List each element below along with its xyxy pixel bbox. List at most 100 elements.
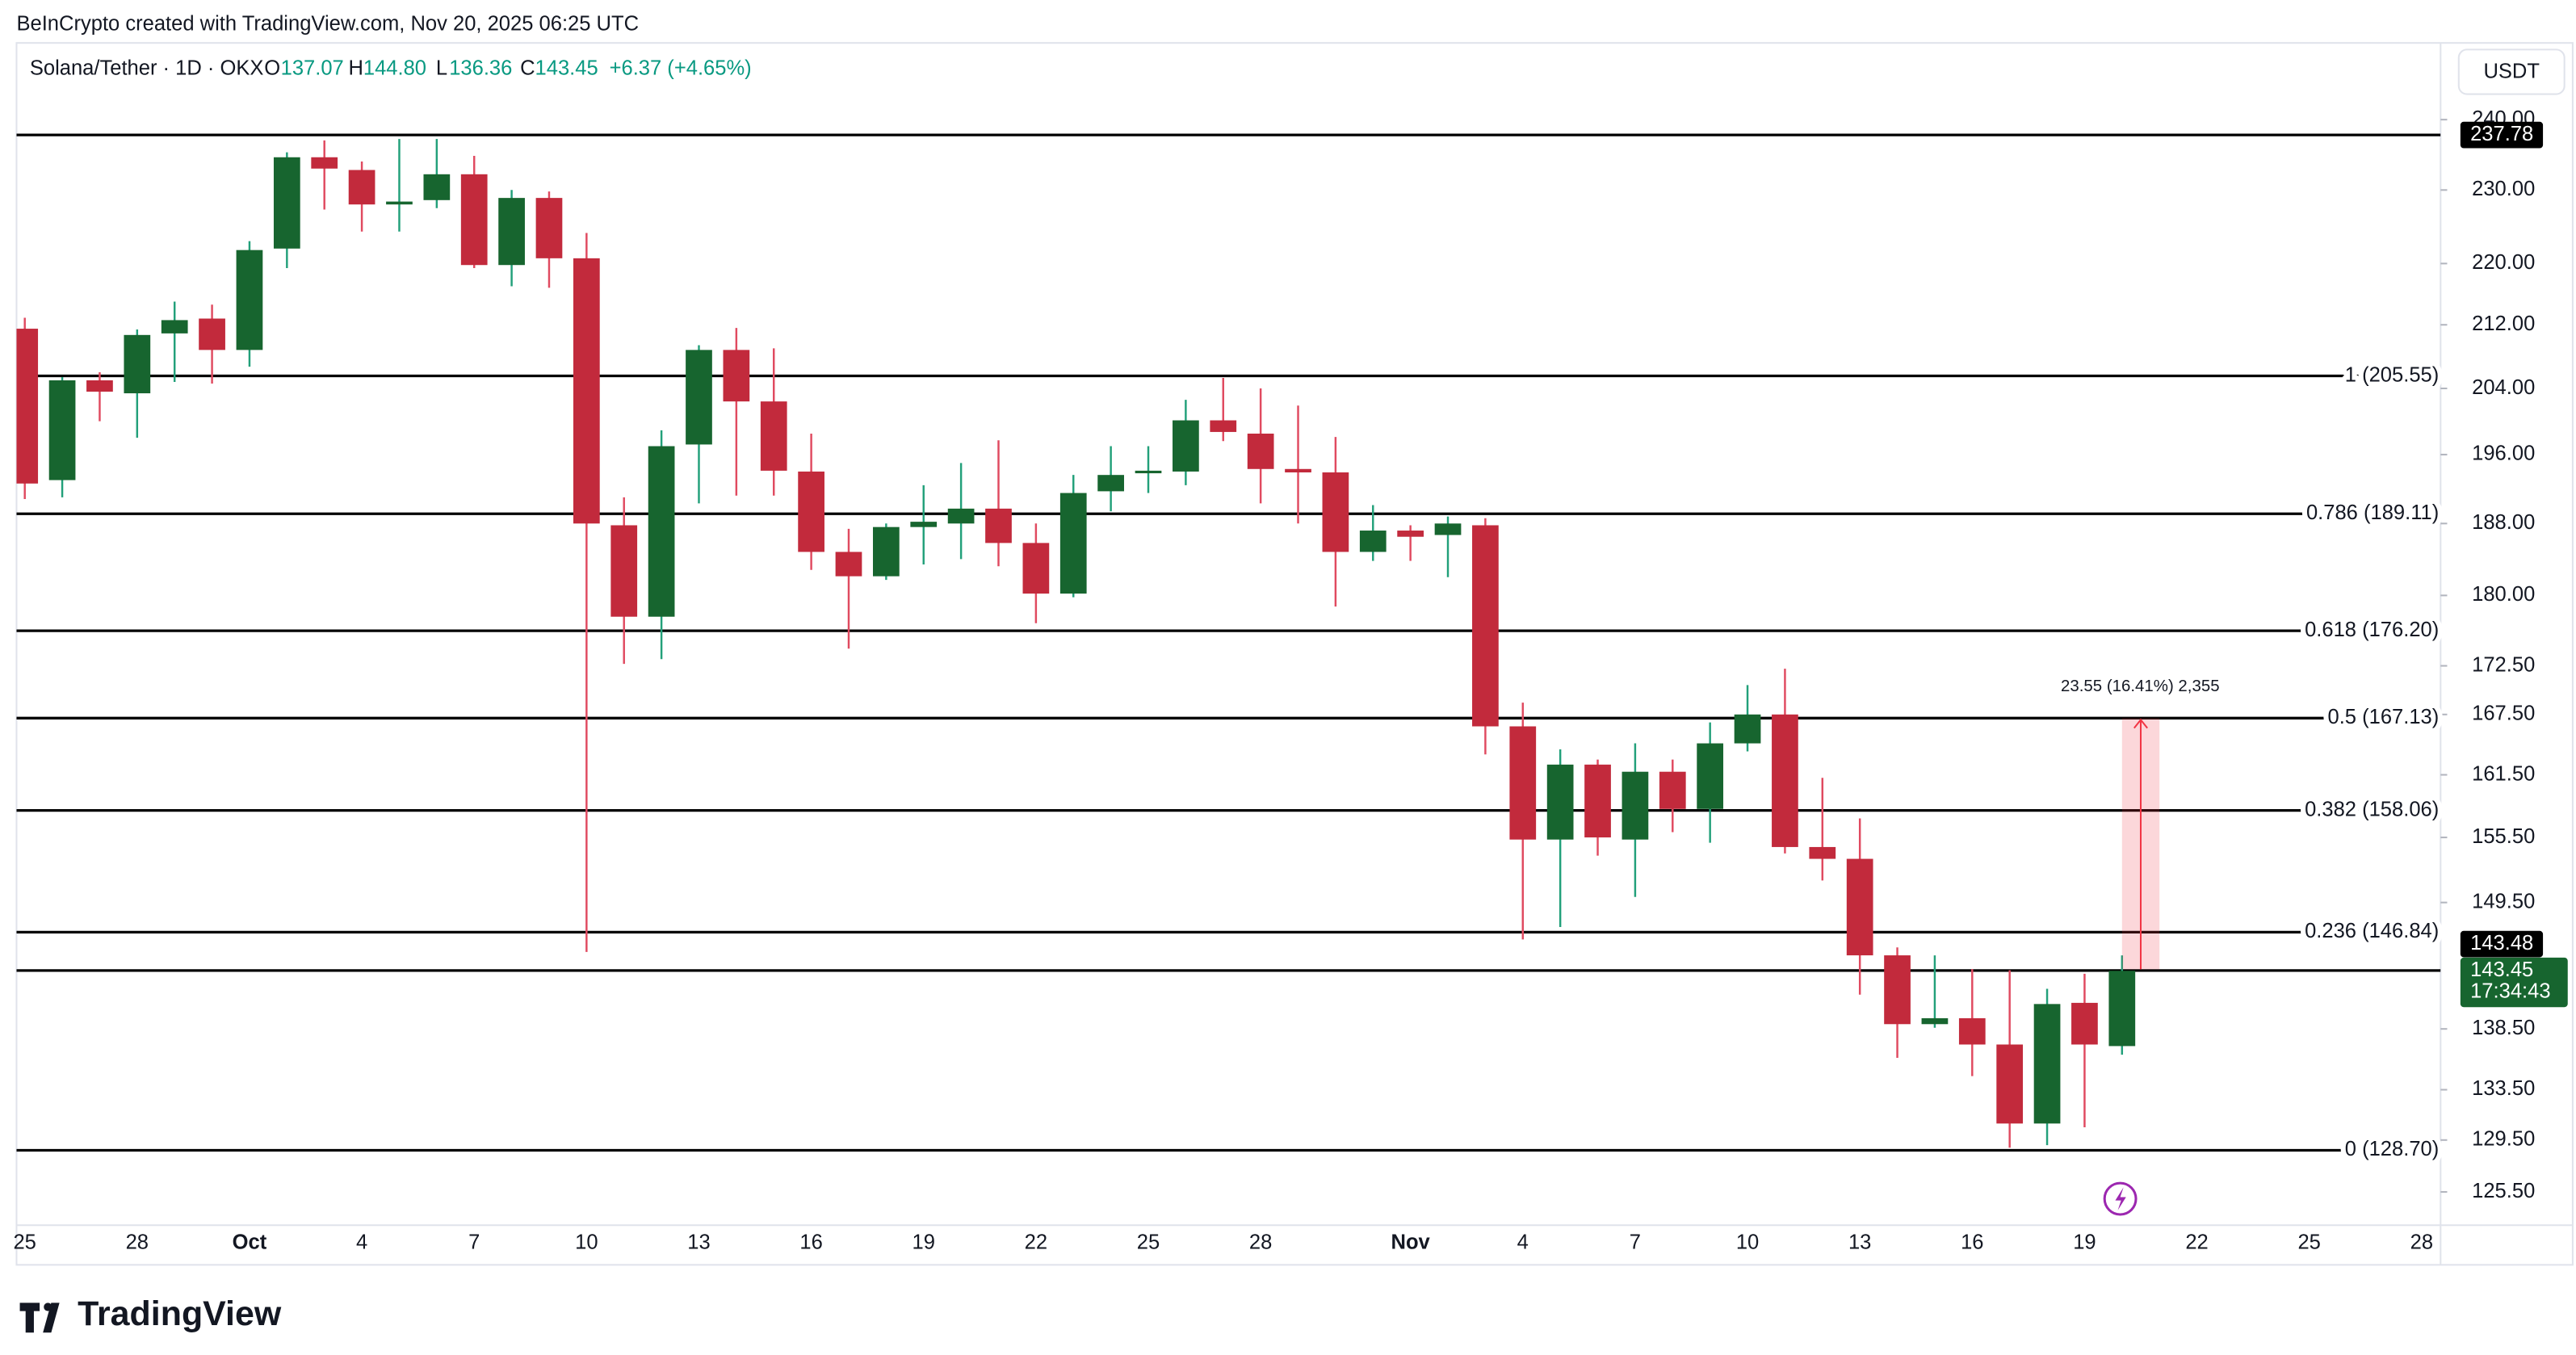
candle-body <box>124 334 151 394</box>
candle-body <box>835 552 862 577</box>
candle-body <box>386 201 413 205</box>
x-tick-label: 19 <box>913 1231 935 1254</box>
candle-body <box>311 157 338 169</box>
y-tick-label: 167.50 <box>2472 703 2535 725</box>
y-tick-label: 230.00 <box>2472 178 2535 200</box>
candle-body <box>947 508 975 524</box>
event-icon <box>2103 1181 2138 1216</box>
y-tick-label: 196.00 <box>2472 443 2535 465</box>
x-tick-label: 19 <box>2073 1231 2096 1254</box>
price-line-label: 143.48 <box>2470 932 2533 954</box>
candle-body <box>2108 971 2136 1047</box>
fib-label: 0.5 (167.13) <box>2327 706 2439 728</box>
price-line-tag <box>2460 930 2544 958</box>
x-tick-label: 4 <box>356 1231 367 1254</box>
candle-body <box>1734 714 1761 744</box>
legend-value: 144.80 <box>363 57 426 80</box>
candle-body <box>873 526 900 577</box>
candle-body <box>236 250 263 350</box>
y-tick-label: 133.50 <box>2472 1077 2535 1100</box>
chart-frame <box>15 42 2574 1266</box>
currency-button[interactable] <box>2457 48 2566 95</box>
legend-key: L <box>436 57 447 80</box>
last-price-label: 143.45 <box>2470 959 2533 981</box>
y-tick-label: 172.50 <box>2472 653 2535 676</box>
y-tick-label: 149.50 <box>2472 890 2535 912</box>
candle-body <box>1173 420 1199 472</box>
y-tick-label: 155.50 <box>2472 825 2535 848</box>
candle-body <box>199 318 225 350</box>
candle-body <box>498 198 525 266</box>
candle-body <box>348 170 375 205</box>
candle-body <box>273 157 300 249</box>
candle-body <box>1996 1044 2024 1124</box>
candle-body <box>1846 858 1873 956</box>
y-tick-label: 180.00 <box>2472 583 2535 606</box>
x-tick-label: 7 <box>1630 1231 1641 1254</box>
x-tick-label: 28 <box>2410 1231 2433 1254</box>
y-tick-label: 138.50 <box>2472 1017 2535 1039</box>
x-tick-label: 4 <box>1517 1231 1529 1254</box>
candle-body <box>1921 1017 1949 1025</box>
logo <box>19 1303 60 1333</box>
candle-body <box>86 380 113 392</box>
credit: BeInCrypto created with TradingView.com,… <box>16 12 639 35</box>
candle-body <box>1434 523 1462 535</box>
x-tick-label: 28 <box>126 1231 149 1254</box>
candle-body <box>1135 470 1162 474</box>
candle-body <box>1022 543 1050 594</box>
legend-change: +6.37 (+4.65%) <box>610 57 752 80</box>
candle-body <box>1958 1017 1986 1045</box>
x-tick-label: 10 <box>575 1231 598 1254</box>
candle-body <box>1546 764 1574 840</box>
candle-body <box>1659 771 1686 809</box>
y-tick-label: 204.00 <box>2472 376 2535 399</box>
candle-body <box>610 525 638 617</box>
x-tick-label: 13 <box>1848 1231 1871 1254</box>
fib-label: 0.382 (158.06) <box>2305 798 2439 820</box>
candle-body <box>1584 764 1611 838</box>
countdown: 17:34:43 <box>2470 980 2550 1003</box>
candle-body <box>16 329 39 484</box>
candle-body <box>1509 726 1537 840</box>
y-tick-label: 129.50 <box>2472 1128 2535 1151</box>
last-price-tag <box>2460 957 2568 1008</box>
candle-body <box>1622 771 1649 840</box>
candle-body <box>723 350 750 402</box>
x-tick-label: Nov <box>1391 1231 1431 1254</box>
y-tick-label: 188.00 <box>2472 511 2535 534</box>
candle-body <box>798 471 824 552</box>
legend-key: O <box>264 57 280 80</box>
symbol: Solana/Tether · 1D · OKX <box>30 57 264 80</box>
measure-label: 23.55 (16.41%) 2,355 <box>2061 677 2220 695</box>
legend-key: H <box>348 57 363 80</box>
y-tick-label: 212.00 <box>2472 313 2535 335</box>
candle-body <box>1322 472 1349 552</box>
fib-label: 0.618 (176.20) <box>2305 619 2439 641</box>
x-tick-label: 28 <box>1249 1231 1272 1254</box>
candle-body <box>1809 846 1836 859</box>
candle-body <box>573 258 600 524</box>
legend-value: 136.36 <box>449 57 512 80</box>
candle-body <box>1359 531 1387 552</box>
currency[interactable]: USDT <box>2483 61 2540 83</box>
overlay: 240.00230.00220.00212.00204.00196.00188.… <box>13 107 2568 1254</box>
candle-body <box>161 320 188 334</box>
x-tick-label: 7 <box>468 1231 480 1254</box>
candle-body <box>686 350 712 445</box>
fib-label: 0.786 (189.11) <box>2306 501 2439 524</box>
y-tick-label: 220.00 <box>2472 251 2535 274</box>
price-line-tag <box>2460 121 2544 149</box>
candle-body <box>1210 420 1237 432</box>
fib-label: 0.236 (146.84) <box>2305 920 2439 942</box>
legend-value: 143.45 <box>535 57 598 80</box>
x-tick-label: 16 <box>1961 1231 1983 1254</box>
candle-body <box>2033 1004 2061 1124</box>
x-tick-label: 10 <box>1736 1231 1759 1254</box>
plot-area <box>16 133 2441 1152</box>
candle-body <box>985 508 1012 543</box>
candle-body <box>423 174 451 200</box>
x-tick-label: 22 <box>1025 1231 1047 1254</box>
